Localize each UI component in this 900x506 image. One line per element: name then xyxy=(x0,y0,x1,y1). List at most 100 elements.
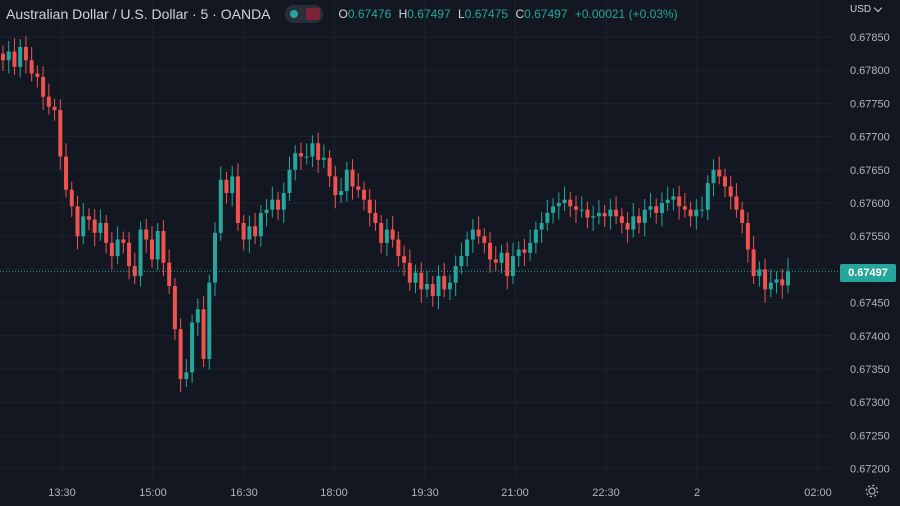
candle xyxy=(241,214,246,251)
candle xyxy=(442,262,447,298)
candle xyxy=(201,295,206,368)
candle xyxy=(35,65,40,88)
currency-label: USD xyxy=(850,4,872,15)
candle xyxy=(596,199,601,225)
candle xyxy=(734,183,739,218)
candle xyxy=(499,244,504,274)
candle xyxy=(522,238,527,267)
candle xyxy=(52,98,57,121)
candle xyxy=(533,221,538,254)
last-price-label: 0.67497 xyxy=(840,264,896,282)
candle xyxy=(304,143,309,165)
candle xyxy=(75,195,80,250)
candle xyxy=(505,242,510,290)
chart-grid xyxy=(0,0,832,478)
candle xyxy=(321,144,326,168)
x-tick-label: 16:30 xyxy=(230,487,258,499)
candle xyxy=(350,159,355,200)
currency-selector[interactable]: USD xyxy=(850,3,883,15)
candle xyxy=(161,220,166,277)
candle xyxy=(488,232,493,273)
candle xyxy=(396,231,401,267)
candle xyxy=(247,215,252,253)
candle xyxy=(757,261,762,287)
eye-icon xyxy=(289,10,298,18)
chevron-down-icon xyxy=(873,3,883,13)
candle xyxy=(264,199,269,227)
x-tick-label: 22:30 xyxy=(592,487,620,499)
candle xyxy=(470,218,475,253)
candle xyxy=(253,212,258,245)
candle xyxy=(619,208,624,234)
candle xyxy=(677,185,682,220)
candle xyxy=(722,168,727,198)
candle xyxy=(786,258,790,294)
candle xyxy=(688,201,693,227)
candle xyxy=(379,214,384,254)
candle xyxy=(258,204,263,247)
candle xyxy=(327,149,332,188)
candle xyxy=(18,38,23,78)
candle xyxy=(270,186,275,218)
candle xyxy=(98,209,103,241)
candle xyxy=(373,199,378,231)
candle xyxy=(700,196,705,218)
high-label: H xyxy=(398,7,408,21)
y-tick-label: 0.67750 xyxy=(850,98,890,110)
candle xyxy=(121,231,126,254)
candle xyxy=(172,278,177,340)
candle xyxy=(659,192,664,227)
low-label: L xyxy=(458,7,465,21)
candle xyxy=(12,38,17,75)
candle xyxy=(127,232,132,280)
candle xyxy=(213,222,218,296)
candle xyxy=(184,359,189,387)
y-tick-label: 0.67550 xyxy=(850,231,890,243)
flag-icon xyxy=(305,8,320,20)
candle xyxy=(763,258,768,303)
candle xyxy=(384,218,389,257)
symbol-title[interactable]: Australian Dollar / U.S. Dollar · 5 · OA… xyxy=(6,6,271,22)
y-tick-label: 0.67200 xyxy=(850,464,890,476)
candle xyxy=(46,83,51,115)
candle xyxy=(717,156,722,185)
candle xyxy=(178,318,183,393)
candle xyxy=(316,132,321,174)
candle xyxy=(682,193,687,218)
candle xyxy=(86,208,91,231)
candle xyxy=(218,166,223,241)
x-tick-label: 21:00 xyxy=(501,487,529,499)
y-tick-label: 0.67400 xyxy=(850,331,890,343)
candle xyxy=(81,203,86,245)
x-tick-label: 18:00 xyxy=(320,487,348,499)
candle xyxy=(711,159,716,197)
candle xyxy=(155,222,160,271)
visibility-toggle[interactable] xyxy=(284,5,323,23)
ohlc-values: O0.67476 H0.67497 L0.67475 C0.67497 +0.0… xyxy=(339,7,678,21)
gear-icon[interactable] xyxy=(865,484,879,498)
close-label: C xyxy=(515,7,525,21)
candle xyxy=(207,274,212,370)
open-value: 0.67476 xyxy=(347,7,392,21)
candle xyxy=(419,262,424,303)
candle xyxy=(344,161,349,202)
candle xyxy=(482,228,487,254)
candle xyxy=(425,270,430,298)
candle xyxy=(167,249,172,294)
candle xyxy=(69,181,74,217)
price-axis[interactable]: 0.67850 0.67800 0.67750 0.67700 0.67650 0.676… xyxy=(850,32,890,476)
candle xyxy=(310,135,315,168)
candle xyxy=(591,205,596,231)
candle xyxy=(705,175,710,221)
candle xyxy=(654,198,659,224)
candle xyxy=(528,229,533,261)
candle xyxy=(230,165,235,207)
candle xyxy=(516,241,521,267)
candle xyxy=(407,249,412,291)
candle xyxy=(728,175,733,210)
candle xyxy=(195,298,200,336)
time-axis[interactable]: 13:30 15:00 16:30 18:00 19:30 21:00 22:30 2 02:0… xyxy=(48,487,832,499)
y-tick-label: 0.67800 xyxy=(850,65,890,77)
candle xyxy=(745,212,750,263)
